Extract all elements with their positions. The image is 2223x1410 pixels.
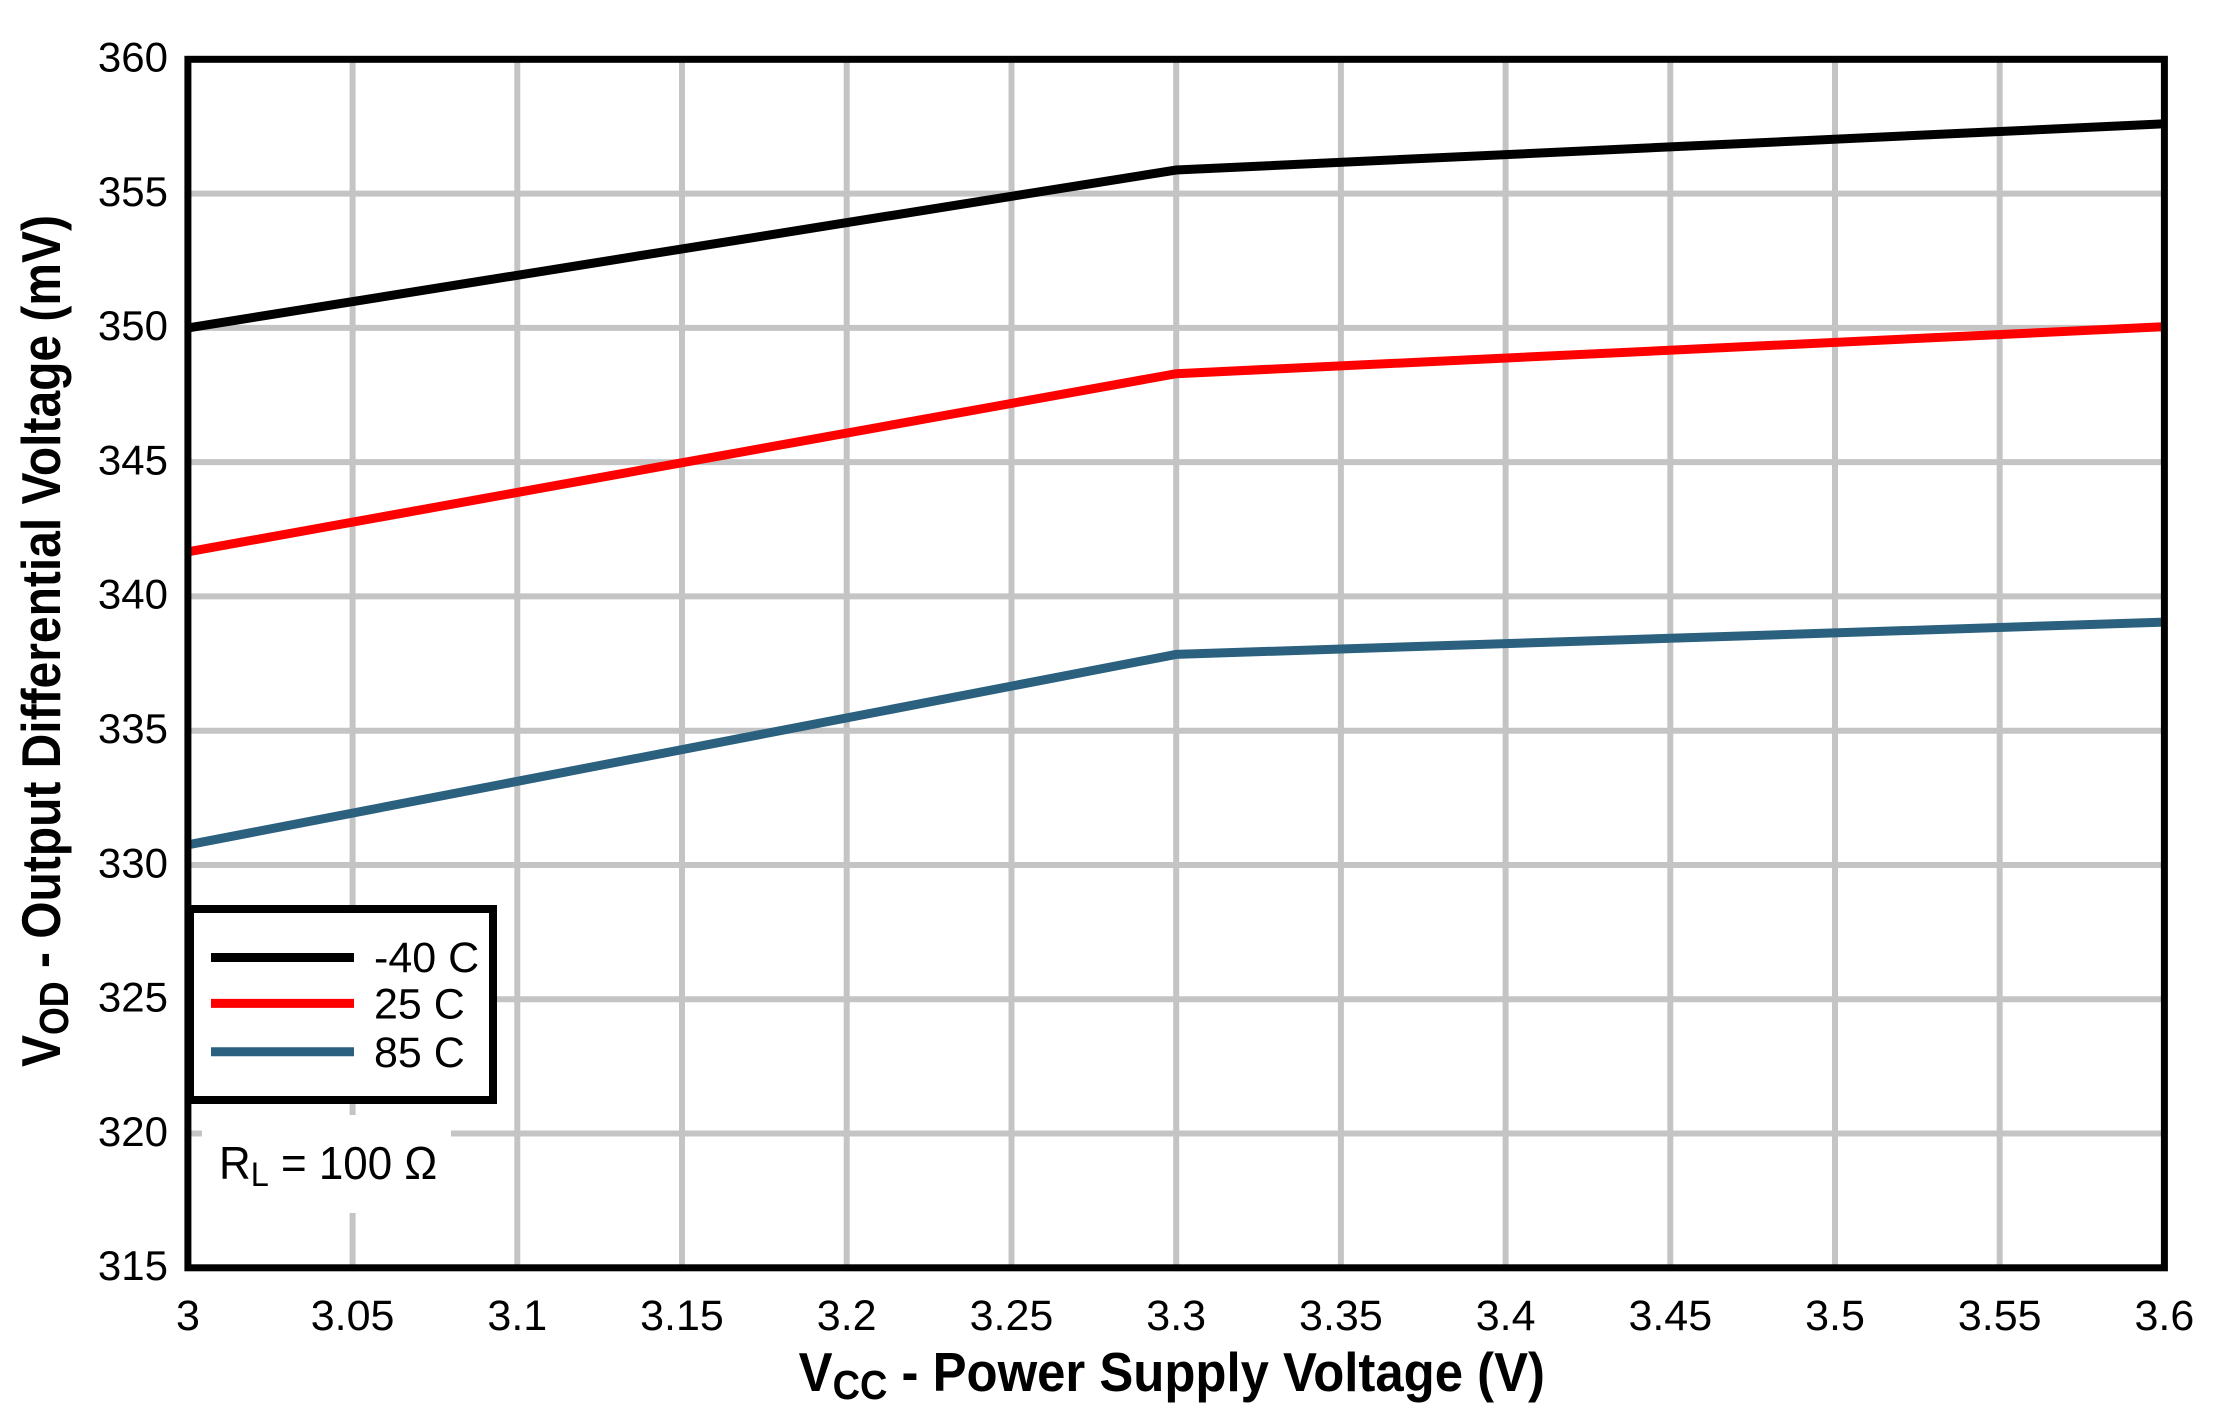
svg-text:325: 325 [98, 974, 168, 1021]
svg-text:350: 350 [98, 302, 168, 349]
svg-text:3.45: 3.45 [1628, 1292, 1712, 1340]
svg-text:3.5: 3.5 [1805, 1292, 1865, 1340]
svg-text:330: 330 [98, 839, 168, 886]
svg-text:3: 3 [176, 1292, 200, 1340]
svg-text:340: 340 [98, 571, 168, 618]
svg-text:-40 C: -40 C [374, 934, 479, 982]
svg-text:3.15: 3.15 [640, 1292, 724, 1340]
svg-text:320: 320 [98, 1108, 168, 1155]
svg-text:335: 335 [98, 705, 168, 752]
svg-text:3.05: 3.05 [311, 1292, 395, 1340]
svg-text:85 C: 85 C [374, 1029, 465, 1077]
svg-text:3.2: 3.2 [817, 1292, 877, 1340]
svg-text:3.4: 3.4 [1476, 1292, 1536, 1340]
svg-text:3.3: 3.3 [1146, 1292, 1206, 1340]
svg-text:VCC - Power Supply Voltage (V): VCC - Power Supply Voltage (V) [799, 1342, 1545, 1408]
svg-text:3.55: 3.55 [1958, 1292, 2042, 1340]
svg-text:VOD - Output Differential Volt: VOD - Output Differential Voltage (mV) [10, 215, 78, 1067]
svg-text:3.6: 3.6 [2135, 1292, 2195, 1340]
svg-text:315: 315 [98, 1242, 168, 1289]
svg-text:355: 355 [98, 168, 168, 215]
svg-text:345: 345 [98, 436, 168, 483]
svg-text:RL = 100 Ω: RL = 100 Ω [219, 1137, 437, 1194]
svg-text:360: 360 [98, 34, 168, 81]
svg-text:3.35: 3.35 [1299, 1292, 1383, 1340]
svg-text:3.25: 3.25 [970, 1292, 1054, 1340]
svg-text:25 C: 25 C [374, 981, 465, 1029]
svg-text:3.1: 3.1 [487, 1292, 547, 1340]
